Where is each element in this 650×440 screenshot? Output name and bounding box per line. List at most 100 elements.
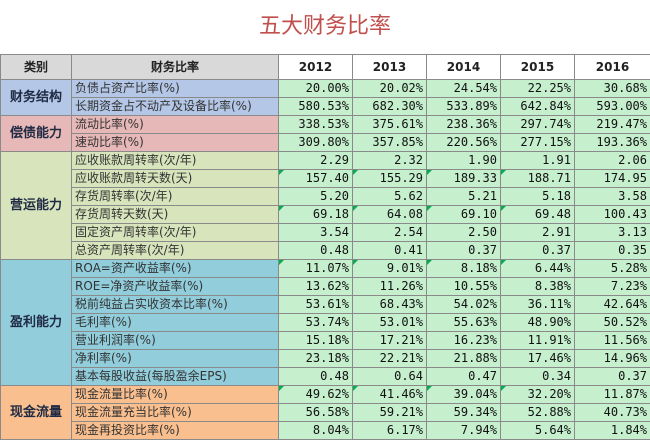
header-year-2016: 2016 bbox=[575, 55, 650, 80]
metric-cell: 税前纯益占实收资本比率(%) bbox=[72, 296, 279, 314]
value-cell: 53.74% bbox=[279, 314, 353, 332]
header-year-2015: 2015 bbox=[501, 55, 575, 80]
header-year-2012: 2012 bbox=[279, 55, 353, 80]
ratio-table: 类别 财务比率 2012 2013 2014 2015 2016 财务结构负债占… bbox=[0, 54, 650, 440]
value-cell: 6.44% bbox=[501, 260, 575, 278]
value-cell: 188.71 bbox=[501, 170, 575, 188]
value-cell: 155.29 bbox=[353, 170, 427, 188]
metric-cell: 应收账款周转天数(天) bbox=[72, 170, 279, 188]
value-cell: 59.34% bbox=[427, 404, 501, 422]
value-cell: 682.30% bbox=[353, 98, 427, 116]
value-cell: 69.48 bbox=[501, 206, 575, 224]
value-cell: 0.64 bbox=[353, 368, 427, 386]
value-cell: 5.21 bbox=[427, 188, 501, 206]
value-cell: 220.56% bbox=[427, 134, 501, 152]
category-cell: 现金流量 bbox=[1, 386, 72, 440]
value-cell: 174.95 bbox=[575, 170, 650, 188]
value-cell: 0.48 bbox=[279, 242, 353, 260]
value-cell: 64.08 bbox=[353, 206, 427, 224]
value-cell: 5.18 bbox=[501, 188, 575, 206]
header-row: 类别 财务比率 2012 2013 2014 2015 2016 bbox=[1, 55, 650, 80]
value-cell: 11.26% bbox=[353, 278, 427, 296]
value-cell: 3.13 bbox=[575, 224, 650, 242]
value-cell: 0.48 bbox=[279, 368, 353, 386]
page-title: 五大财务比率 bbox=[0, 0, 650, 54]
header-year-2014: 2014 bbox=[427, 55, 501, 80]
value-cell: 54.02% bbox=[427, 296, 501, 314]
value-cell: 39.04% bbox=[427, 386, 501, 404]
value-cell: 40.73% bbox=[575, 404, 650, 422]
value-cell: 3.58 bbox=[575, 188, 650, 206]
header-category: 类别 bbox=[1, 55, 72, 80]
value-cell: 32.20% bbox=[501, 386, 575, 404]
value-cell: 17.21% bbox=[353, 332, 427, 350]
header-metric: 财务比率 bbox=[72, 55, 279, 80]
metric-cell: 现金流量比率(%) bbox=[72, 386, 279, 404]
metric-cell: ROA=资产收益率(%) bbox=[72, 260, 279, 278]
value-cell: 69.10 bbox=[427, 206, 501, 224]
value-cell: 2.54 bbox=[353, 224, 427, 242]
value-cell: 50.52% bbox=[575, 314, 650, 332]
value-cell: 42.64% bbox=[575, 296, 650, 314]
value-cell: 68.43% bbox=[353, 296, 427, 314]
category-cell: 盈利能力 bbox=[1, 260, 72, 386]
value-cell: 277.15% bbox=[501, 134, 575, 152]
value-cell: 11.87% bbox=[575, 386, 650, 404]
value-cell: 3.54 bbox=[279, 224, 353, 242]
value-cell: 0.41 bbox=[353, 242, 427, 260]
value-cell: 189.33 bbox=[427, 170, 501, 188]
table-row: 毛利率(%)53.74%53.01%55.63%48.90%50.52% bbox=[1, 314, 650, 332]
value-cell: 338.53% bbox=[279, 116, 353, 134]
value-cell: 5.20 bbox=[279, 188, 353, 206]
value-cell: 13.62% bbox=[279, 278, 353, 296]
value-cell: 11.56% bbox=[575, 332, 650, 350]
value-cell: 0.34 bbox=[501, 368, 575, 386]
value-cell: 30.68% bbox=[575, 80, 650, 98]
value-cell: 2.91 bbox=[501, 224, 575, 242]
value-cell: 8.18% bbox=[427, 260, 501, 278]
metric-cell: 负债占资产比率(%) bbox=[72, 80, 279, 98]
value-cell: 0.47 bbox=[427, 368, 501, 386]
value-cell: 59.21% bbox=[353, 404, 427, 422]
value-cell: 5.28% bbox=[575, 260, 650, 278]
value-cell: 24.54% bbox=[427, 80, 501, 98]
value-cell: 14.96% bbox=[575, 350, 650, 368]
value-cell: 41.46% bbox=[353, 386, 427, 404]
metric-cell: 应收账款周转率(次/年) bbox=[72, 152, 279, 170]
value-cell: 2.50 bbox=[427, 224, 501, 242]
value-cell: 8.38% bbox=[501, 278, 575, 296]
header-year-2013: 2013 bbox=[353, 55, 427, 80]
table-row: 净利率(%)23.18%22.21%21.88%17.46%14.96% bbox=[1, 350, 650, 368]
value-cell: 53.01% bbox=[353, 314, 427, 332]
value-cell: 69.18 bbox=[279, 206, 353, 224]
value-cell: 55.63% bbox=[427, 314, 501, 332]
value-cell: 238.36% bbox=[427, 116, 501, 134]
value-cell: 22.25% bbox=[501, 80, 575, 98]
value-cell: 357.85% bbox=[353, 134, 427, 152]
value-cell: 219.47% bbox=[575, 116, 650, 134]
value-cell: 48.90% bbox=[501, 314, 575, 332]
table-row: 速动比率(%)309.80%357.85%220.56%277.15%193.3… bbox=[1, 134, 650, 152]
value-cell: 2.06 bbox=[575, 152, 650, 170]
value-cell: 642.84% bbox=[501, 98, 575, 116]
metric-cell: 流动比率(%) bbox=[72, 116, 279, 134]
value-cell: 23.18% bbox=[279, 350, 353, 368]
value-cell: 0.37 bbox=[501, 242, 575, 260]
category-cell: 偿债能力 bbox=[1, 116, 72, 152]
value-cell: 193.36% bbox=[575, 134, 650, 152]
value-cell: 17.46% bbox=[501, 350, 575, 368]
metric-cell: 存货周转天数(天) bbox=[72, 206, 279, 224]
value-cell: 0.37 bbox=[427, 242, 501, 260]
value-cell: 1.91 bbox=[501, 152, 575, 170]
value-cell: 297.74% bbox=[501, 116, 575, 134]
metric-cell: 净利率(%) bbox=[72, 350, 279, 368]
value-cell: 20.02% bbox=[353, 80, 427, 98]
value-cell: 53.61% bbox=[279, 296, 353, 314]
value-cell: 10.55% bbox=[427, 278, 501, 296]
category-cell: 营运能力 bbox=[1, 152, 72, 260]
